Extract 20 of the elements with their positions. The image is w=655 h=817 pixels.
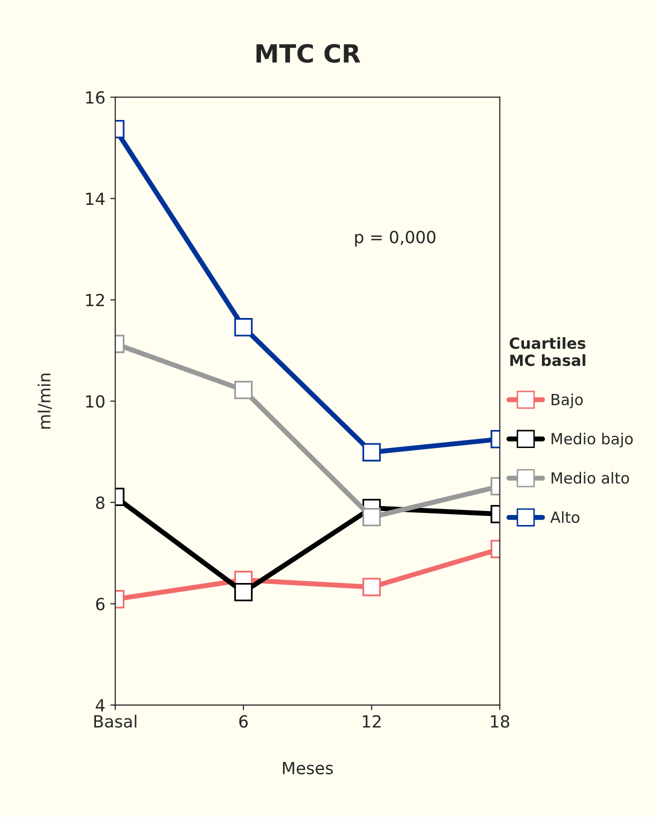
y-tick-label: 8 (96, 496, 104, 510)
y-tick-label: 4 (96, 699, 105, 712)
y-tick-label: 10 (86, 395, 104, 408)
annotation: p = 0,000 (355, 230, 436, 247)
legend-label: Alto (550, 511, 580, 523)
x-tick-label: 6 (239, 715, 248, 728)
y-tick-label: 12 (86, 294, 104, 306)
y-tick-label: 14 (86, 192, 105, 205)
x-tick-label: 12 (362, 715, 381, 728)
legend-label: Bajo (552, 393, 583, 408)
y-axis-title: ml/min (38, 374, 52, 429)
y-tick-label: 6 (96, 598, 105, 610)
x-axis-title: Meses (283, 762, 333, 774)
legend-title: Cuartiles MC basal (510, 337, 586, 366)
legend-label: Medio bajo (552, 432, 633, 448)
x-tick-label: Basal (94, 714, 136, 728)
legend-label: Medio alto (552, 472, 630, 484)
x-tick-label: 18 (490, 715, 510, 728)
y-tick-label: 16 (86, 91, 105, 104)
chart-title: MTC CR (256, 44, 360, 63)
